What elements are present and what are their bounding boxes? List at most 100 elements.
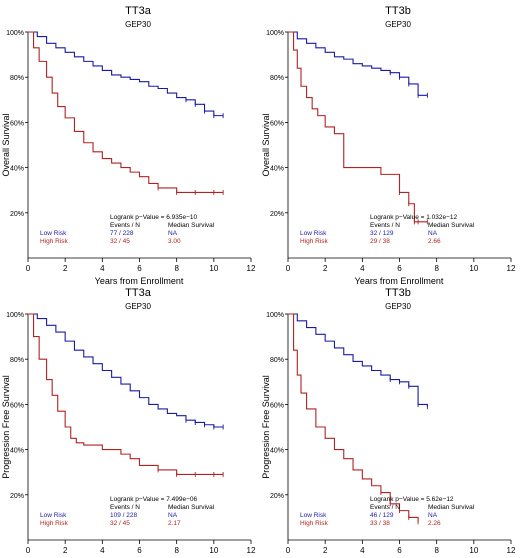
x-tick-label: 6 [137, 264, 142, 273]
legend-label: Low Risk [300, 512, 327, 519]
median-value: 2.66 [428, 238, 441, 245]
x-tick-label: 8 [174, 264, 179, 273]
y-tick-label: 60% [10, 402, 24, 409]
y-tick-label: 40% [270, 448, 284, 455]
y-tick-label: 100% [6, 30, 24, 37]
x-tick-label: 6 [397, 546, 402, 555]
y-tick-label: 80% [10, 357, 24, 364]
x-tick-label: 10 [209, 264, 218, 273]
legend-label: Low Risk [40, 230, 67, 237]
y-tick-label: 100% [6, 312, 24, 319]
chart-title: TT3b [385, 5, 411, 17]
y-tick-label: 20% [10, 211, 24, 218]
high-risk-curve [28, 313, 224, 476]
chart-title: TT3a [125, 5, 152, 17]
x-tick-label: 10 [209, 546, 218, 555]
low-risk-curve [28, 31, 224, 117]
y-tick-label: 20% [270, 493, 284, 500]
y-tick-label: 80% [270, 75, 284, 82]
x-tick-label: 2 [63, 546, 68, 555]
y-tick-label: 60% [270, 402, 284, 409]
x-tick-label: 2 [323, 546, 328, 555]
median-header: Median Survival [168, 222, 215, 229]
chart-panel: TT3bGEP30024681012100%80%60%40%20%Years … [261, 287, 516, 555]
x-tick-label: 6 [137, 546, 142, 555]
y-axis-label: Progression Free Survival [261, 375, 271, 479]
x-tick-label: 0 [26, 546, 31, 555]
chart-panel: TT3aGEP30024681012100%80%60%40%20%Years … [1, 287, 256, 555]
y-tick-label: 60% [270, 120, 284, 127]
chart-subtitle: GEP30 [385, 20, 411, 29]
chart-subtitle: GEP30 [125, 20, 151, 29]
median-value: NA [428, 512, 438, 519]
events-value: 32 / 129 [370, 230, 394, 237]
y-tick-label: 80% [10, 75, 24, 82]
x-tick-label: 12 [247, 264, 256, 273]
legend-label: High Risk [300, 520, 329, 527]
high-risk-curve [288, 313, 419, 522]
y-tick-label: 100% [266, 312, 284, 319]
median-header: Median Survival [428, 222, 475, 229]
x-tick-label: 0 [286, 264, 291, 273]
x-tick-label: 4 [360, 546, 365, 555]
events-value: 32 / 45 [110, 238, 130, 245]
events-value: 29 / 38 [370, 238, 390, 245]
x-tick-label: 4 [100, 546, 105, 555]
low-risk-curve [288, 31, 428, 96]
median-value: NA [428, 230, 438, 237]
y-tick-label: 100% [266, 30, 284, 37]
events-header: Events / N [370, 222, 400, 229]
x-tick-label: 10 [469, 546, 478, 555]
legend-label: Low Risk [40, 512, 67, 519]
logrank-pvalue: Logrank p−Value = 7.499e−06 [110, 496, 198, 503]
y-tick-label: 40% [270, 166, 284, 173]
events-value: 77 / 228 [110, 230, 134, 237]
events-header: Events / N [370, 504, 400, 511]
y-tick-label: 20% [270, 211, 284, 218]
x-tick-label: 12 [507, 264, 516, 273]
median-value: NA [168, 512, 178, 519]
high-risk-curve [288, 31, 428, 223]
legend-label: High Risk [40, 520, 69, 527]
y-tick-label: 80% [270, 357, 284, 364]
x-tick-label: 2 [63, 264, 68, 273]
x-axis-label: Years from Enrollment [95, 276, 184, 286]
x-tick-label: 4 [100, 264, 105, 273]
median-header: Median Survival [428, 504, 475, 511]
y-axis-label: Overall Survival [1, 113, 11, 176]
logrank-pvalue: Logrank p−Value = 6.935e−10 [110, 214, 198, 221]
y-tick-label: 40% [10, 448, 24, 455]
x-tick-label: 8 [174, 546, 179, 555]
chart-subtitle: GEP30 [125, 302, 151, 311]
events-header: Events / N [110, 222, 140, 229]
x-axis-label: Years from Enrollment [355, 276, 444, 286]
low-risk-curve [288, 313, 428, 407]
x-tick-label: 4 [360, 264, 365, 273]
median-value: 2.26 [428, 520, 441, 527]
y-axis-label: Progression Free Survival [1, 375, 11, 479]
median-value: 3.00 [168, 238, 181, 245]
x-tick-label: 8 [434, 264, 439, 273]
y-axis-label: Overall Survival [261, 113, 271, 176]
x-tick-label: 0 [286, 546, 291, 555]
high-risk-curve [28, 31, 224, 194]
x-tick-label: 10 [469, 264, 478, 273]
events-value: 32 / 45 [110, 520, 130, 527]
chart-title: TT3a [125, 287, 152, 299]
x-tick-label: 8 [434, 546, 439, 555]
y-tick-label: 20% [10, 493, 24, 500]
events-value: 109 / 228 [110, 512, 137, 519]
x-tick-label: 0 [26, 264, 31, 273]
x-tick-label: 2 [323, 264, 328, 273]
legend-label: High Risk [300, 238, 329, 245]
median-value: NA [168, 230, 178, 237]
logrank-pvalue: Logrank p−Value = 1.032e−12 [370, 214, 458, 221]
events-value: 33 / 38 [370, 520, 390, 527]
x-tick-label: 12 [247, 546, 256, 555]
chart-subtitle: GEP30 [385, 302, 411, 311]
events-value: 46 / 129 [370, 512, 394, 519]
y-tick-label: 40% [10, 166, 24, 173]
